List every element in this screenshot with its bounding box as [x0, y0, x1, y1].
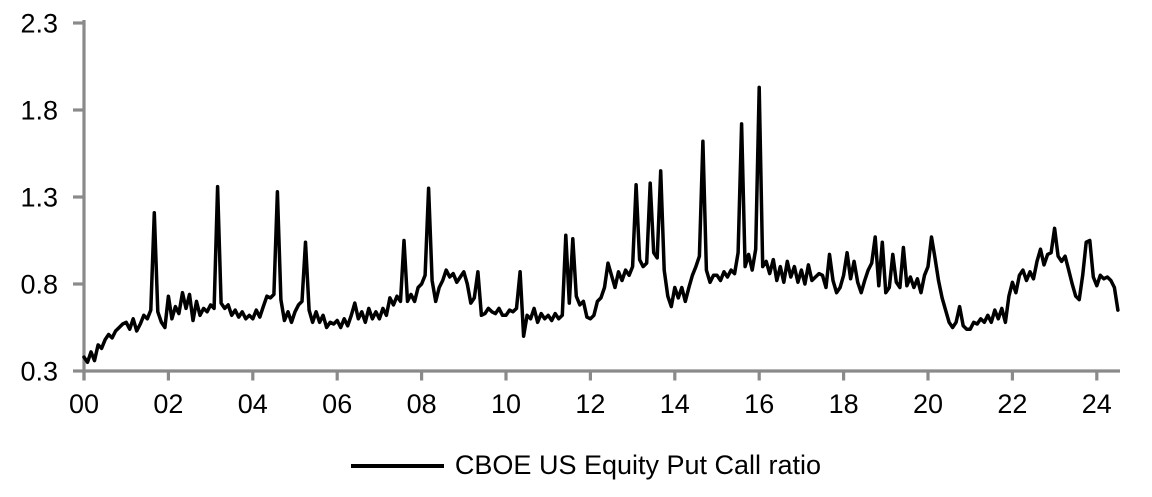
y-tick-label: 2.3	[20, 8, 58, 38]
x-tick-label: 10	[491, 389, 521, 419]
x-tick-label: 08	[407, 389, 437, 419]
x-tick-label: 24	[1082, 389, 1112, 419]
x-tick-label: 06	[322, 389, 352, 419]
legend-line-swatch	[350, 463, 444, 468]
x-tick-label: 00	[69, 389, 99, 419]
x-tick-label: 04	[238, 389, 268, 419]
x-tick-label: 22	[997, 389, 1027, 419]
y-tick-label: 1.8	[20, 95, 58, 125]
legend-label: CBOE US Equity Put Call ratio	[454, 450, 822, 480]
x-tick-label: 16	[744, 389, 774, 419]
chart-svg: 0.3 0.8 1.3 1.8 2.3 00 02 04 06 08 10 12 14 16 18 20 22 2…	[20, 8, 1120, 419]
y-tick-label: 0.3	[20, 356, 58, 386]
legend: CBOE US Equity Put Call ratio	[10, 450, 1152, 481]
x-tick-label: 18	[829, 389, 859, 419]
x-tick-label: 14	[660, 389, 690, 419]
y-tick-label: 0.8	[20, 269, 58, 299]
x-tick-label: 02	[153, 389, 183, 419]
x-tick-label: 12	[575, 389, 605, 419]
y-tick-label: 1.3	[20, 182, 58, 212]
series-line	[82, 85, 1120, 365]
x-tick-label: 20	[913, 389, 943, 419]
